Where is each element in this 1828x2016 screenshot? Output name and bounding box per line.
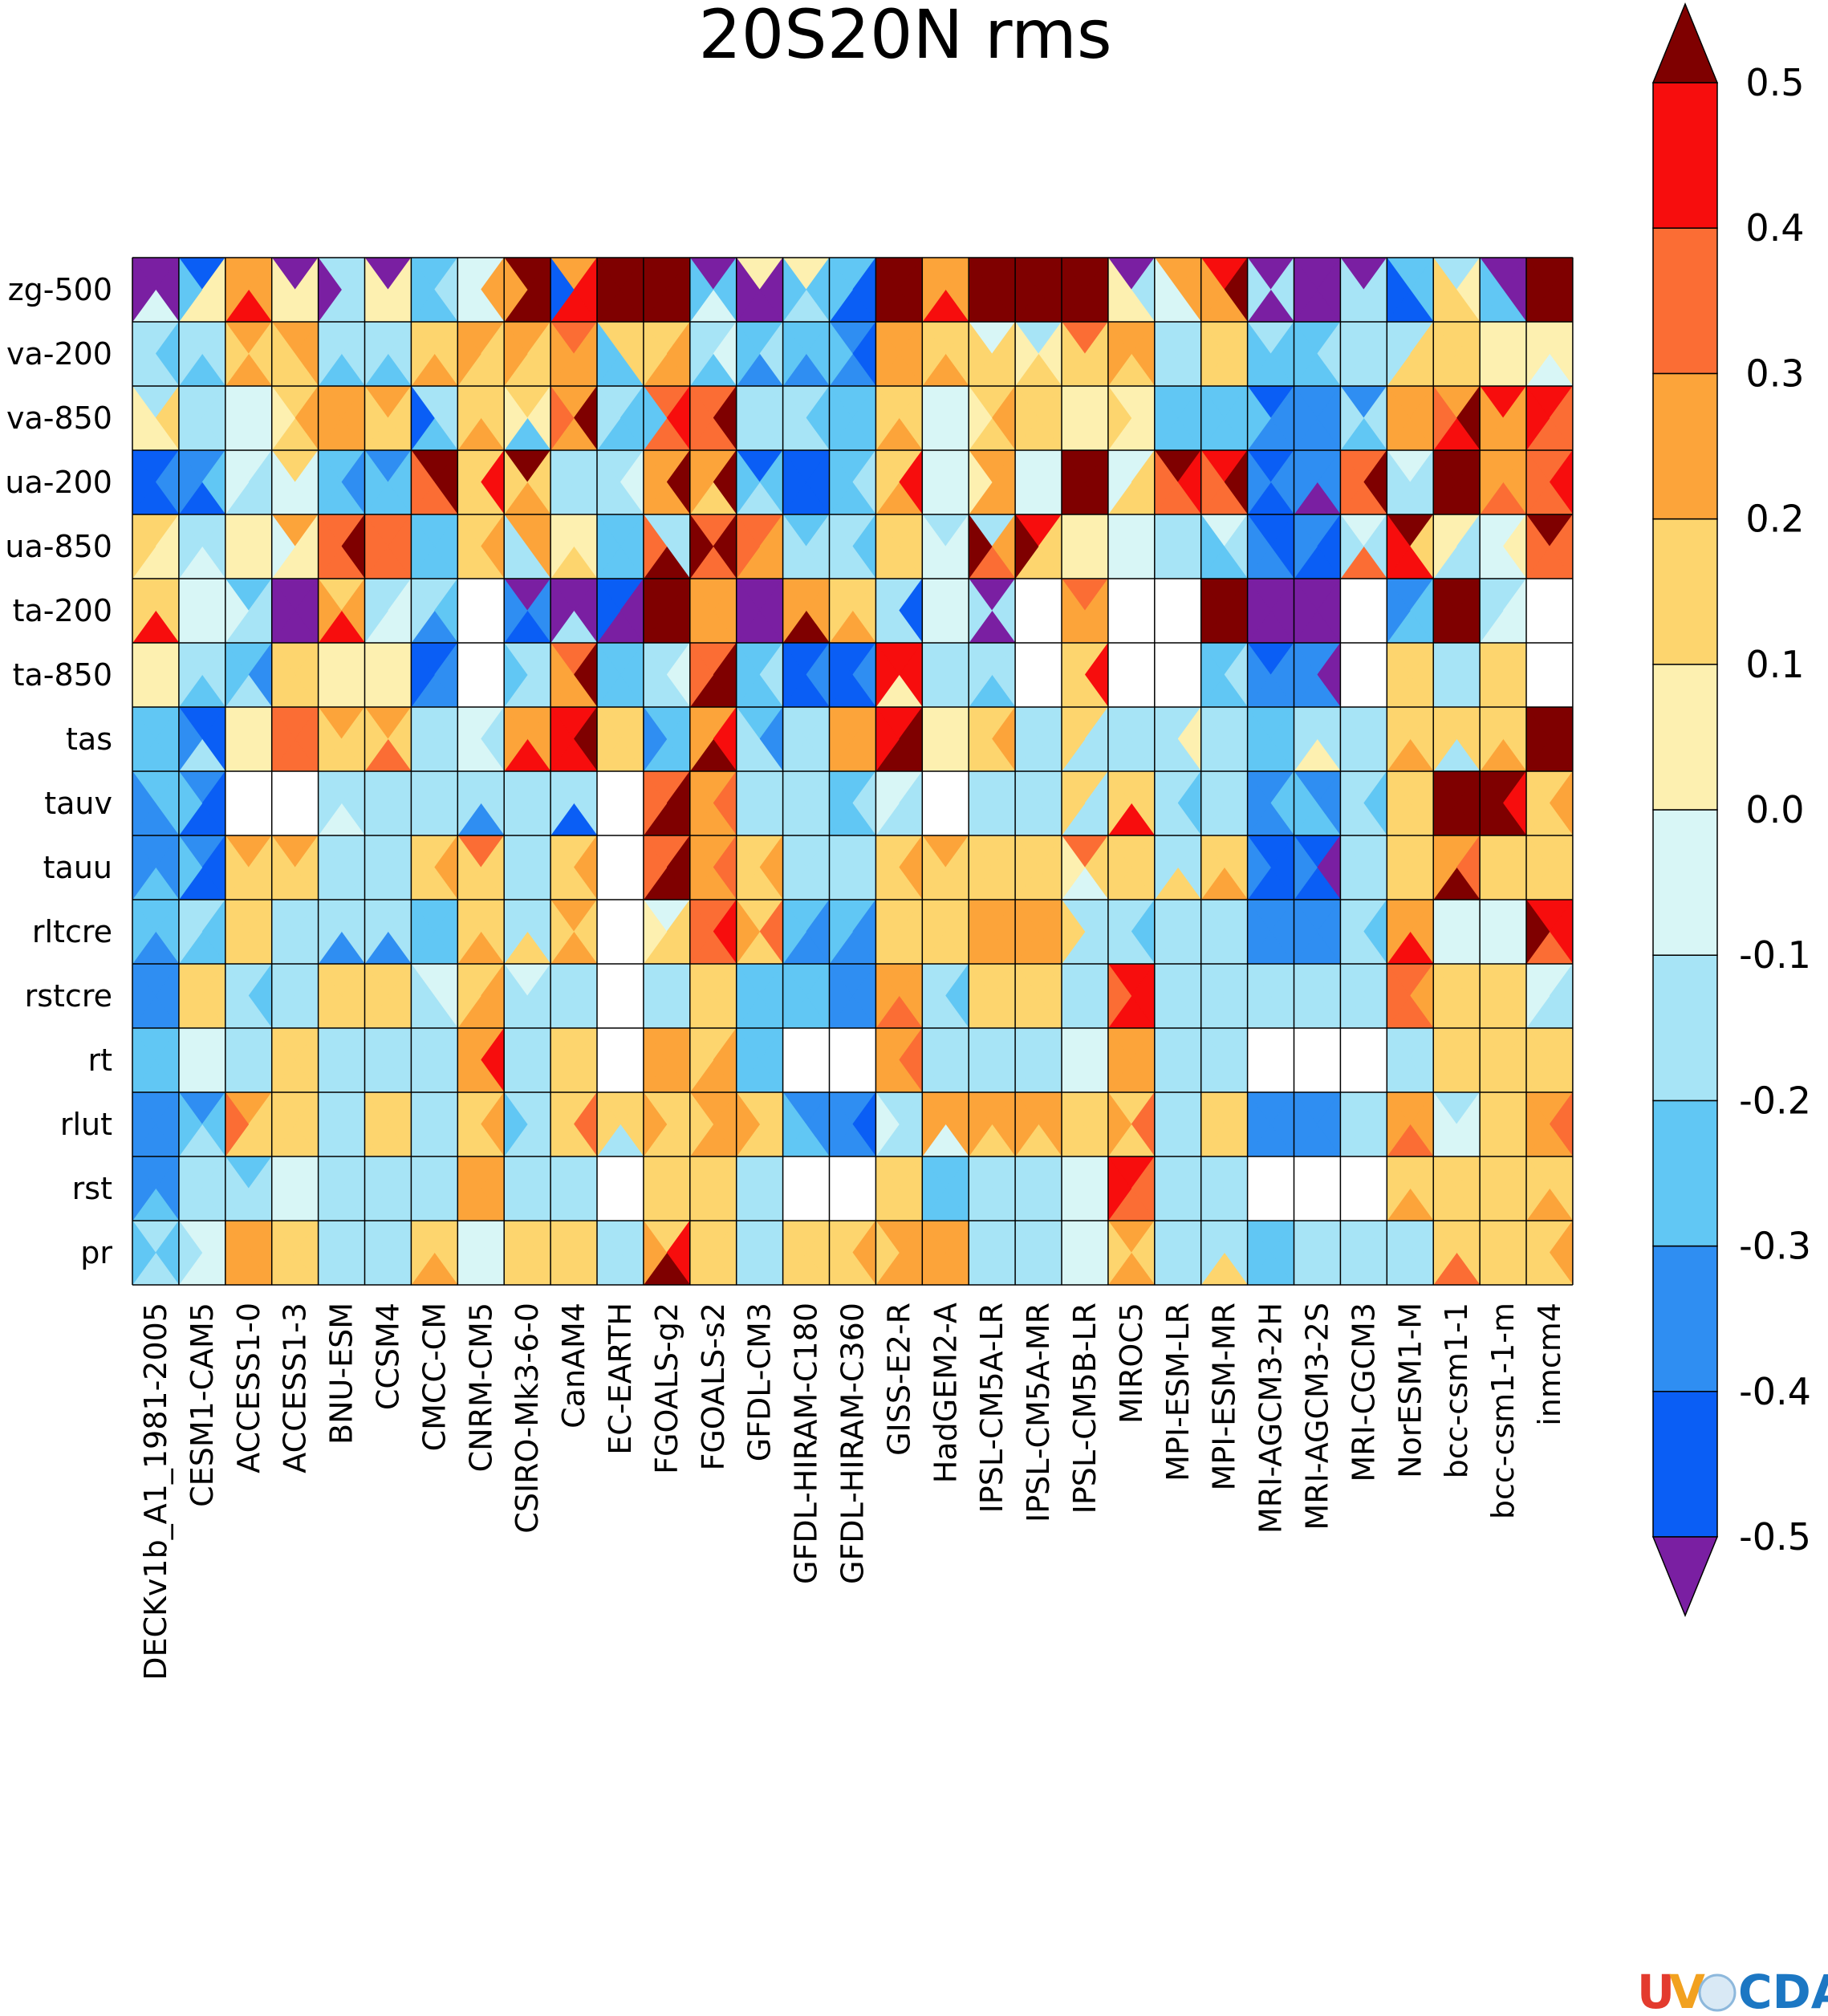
colorbar-under-triangle bbox=[1651, 1536, 1719, 1617]
colorbar-tick-label: 0.2 bbox=[1745, 498, 1804, 541]
colorbar-tick-label: 0.4 bbox=[1745, 206, 1804, 250]
column-label: CESM1-CAM5 bbox=[185, 1303, 220, 1507]
colorbar bbox=[1651, 2, 1719, 1617]
column-label: GFDL-HIRAM-C360 bbox=[835, 1303, 870, 1584]
row-label: tauv bbox=[44, 786, 112, 821]
row-label: va-200 bbox=[6, 336, 112, 372]
colorbar-segment bbox=[1652, 372, 1718, 520]
row-label: rst bbox=[72, 1171, 112, 1206]
row-label: va-850 bbox=[6, 400, 112, 436]
colorbar-tick-label: -0.4 bbox=[1739, 1370, 1811, 1413]
column-label: CMCC-CM bbox=[416, 1303, 452, 1451]
column-labels: DECKv1b_A1_1981-2005 CESM1-CAM5 ACCESS1-0 A… bbox=[138, 1303, 1567, 1681]
column-label: DECKv1b_A1_1981-2005 bbox=[138, 1303, 173, 1681]
row-label: ta-200 bbox=[13, 593, 112, 628]
column-label: MPI-ESM-MR bbox=[1207, 1303, 1242, 1490]
colorbar-segment bbox=[1652, 809, 1718, 956]
colorbar-tick-label: -0.5 bbox=[1739, 1515, 1811, 1559]
colorbar-segment bbox=[1652, 82, 1718, 229]
column-label: MPI-ESM-LR bbox=[1160, 1303, 1196, 1482]
column-label: NorESM1-M bbox=[1392, 1303, 1428, 1478]
column-label: bcc-csm1-1-m bbox=[1485, 1303, 1521, 1519]
colorbar-tick-label: 0.3 bbox=[1745, 352, 1804, 395]
column-label: ACCESS1-0 bbox=[231, 1303, 266, 1473]
colorbar-tick-label: -0.3 bbox=[1739, 1225, 1811, 1268]
uvcdat-logo: U V CDAT bbox=[1637, 1965, 1828, 2016]
column-label: FGOALS-g2 bbox=[649, 1303, 684, 1474]
column-label: MRI-CGCM3 bbox=[1346, 1303, 1381, 1482]
column-label: IPSL-CM5A-MR bbox=[1021, 1303, 1056, 1522]
colorbar-tick-label: 0.1 bbox=[1745, 643, 1804, 686]
column-label: GFDL-CM3 bbox=[742, 1303, 778, 1461]
colorbar-segment bbox=[1652, 1099, 1718, 1247]
column-label: GFDL-HIRAM-C180 bbox=[789, 1303, 824, 1584]
colorbar-segment bbox=[1652, 518, 1718, 665]
heatmap-cells bbox=[132, 257, 1574, 1286]
logo-text-u: U bbox=[1637, 1965, 1675, 2016]
column-label: ACCESS1-3 bbox=[278, 1303, 313, 1473]
row-label: rlut bbox=[60, 1107, 112, 1142]
column-label: IPSL-CM5A-LR bbox=[974, 1303, 1009, 1513]
colorbar-tick-label: 0.0 bbox=[1745, 788, 1804, 831]
column-label: FGOALS-s2 bbox=[696, 1303, 731, 1471]
row-label: zg-500 bbox=[8, 272, 112, 307]
column-label: MIROC5 bbox=[1114, 1303, 1149, 1424]
logo-text-cdat: CDAT bbox=[1738, 1965, 1828, 2016]
logo-globe-icon bbox=[1698, 1973, 1737, 2012]
chart-title: 20S20N rms bbox=[698, 0, 1111, 74]
row-label: tauu bbox=[43, 850, 112, 885]
colorbar-labels: 0.5 0.4 0.3 0.2 0.1 0.0 -0.1 -0.2 -0.3 -0.4 -0.5 bbox=[1739, 61, 1811, 1559]
column-label: CanAM4 bbox=[556, 1303, 591, 1429]
row-label: ua-850 bbox=[5, 529, 112, 564]
row-label: rstcre bbox=[25, 978, 112, 1014]
column-label: MRI-AGCM3-2S bbox=[1299, 1303, 1334, 1530]
column-label: inmcm4 bbox=[1532, 1303, 1567, 1426]
row-label: pr bbox=[80, 1235, 112, 1270]
heatmap-gridlines bbox=[132, 257, 1574, 1286]
colorbar-segment bbox=[1652, 227, 1718, 375]
column-label: CSIRO-Mk3-6-0 bbox=[510, 1303, 545, 1534]
row-label: ta-850 bbox=[13, 657, 112, 693]
row-labels: zg-500 va-200 va-850 ua-200 ua-850 ta-200 ta-8… bbox=[5, 272, 112, 1270]
colorbar-tick-label: -0.1 bbox=[1739, 933, 1811, 977]
column-label: MRI-AGCM3-2H bbox=[1253, 1303, 1289, 1534]
colorbar-segment bbox=[1652, 1245, 1718, 1392]
colorbar-segment bbox=[1652, 664, 1718, 811]
column-label: CCSM4 bbox=[370, 1303, 405, 1410]
row-label: ua-200 bbox=[5, 465, 112, 500]
row-label: rt bbox=[87, 1043, 112, 1078]
column-label: EC-EARTH bbox=[603, 1303, 638, 1455]
column-label: HadGEM2-A bbox=[928, 1303, 963, 1483]
row-label: tas bbox=[66, 721, 112, 757]
colorbar-tick-label: 0.5 bbox=[1745, 61, 1804, 104]
colorbar-segment bbox=[1652, 954, 1718, 1102]
column-label: BNU-ESM bbox=[324, 1303, 360, 1445]
colorbar-segment bbox=[1652, 1391, 1718, 1538]
column-label: bcc-csm1-1 bbox=[1439, 1303, 1474, 1478]
column-label: CNRM-CM5 bbox=[463, 1303, 498, 1472]
row-label: rltcre bbox=[32, 914, 112, 949]
colorbar-tick-label: -0.2 bbox=[1739, 1079, 1811, 1122]
colorbar-over-triangle bbox=[1651, 2, 1719, 83]
column-label: IPSL-CM5B-LR bbox=[1067, 1303, 1103, 1514]
column-label: GISS-E2-R bbox=[881, 1303, 916, 1456]
